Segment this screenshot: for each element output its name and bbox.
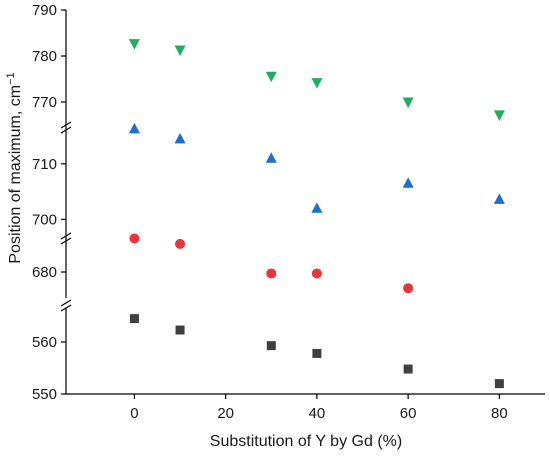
circle-point (266, 268, 277, 279)
square-point (266, 341, 276, 351)
y-tick-label: 560 (32, 334, 57, 351)
y-axis-break-mark (60, 126, 72, 134)
circle-point (403, 283, 414, 294)
circle-point (311, 268, 322, 279)
triangle-down-point (493, 110, 505, 121)
triangle-down-point (174, 45, 186, 57)
square-point (494, 379, 504, 389)
triangle-down-point (128, 39, 140, 50)
y-axis-break-mark (60, 121, 72, 129)
triangle-up-point (128, 122, 140, 134)
data-marks (128, 39, 505, 389)
y-tick-label: 550 (32, 386, 57, 403)
x-tick-label: 40 (309, 405, 326, 422)
triangle-up-point (311, 202, 323, 213)
triangle-up-point (265, 152, 277, 163)
triangle-down-point (402, 97, 414, 108)
y-axis: 550 560 680 700 710 770 780 790 (32, 2, 72, 403)
y-axis-break-mark (60, 232, 72, 240)
y-axis-break-mark (60, 304, 72, 312)
triangle-down-point (265, 71, 277, 83)
y-tick-label: 680 (32, 264, 57, 281)
square-point (403, 364, 413, 374)
y-axis-title-main: Position of maximum, cm (7, 85, 24, 264)
x-axis-title: Substitution of Y by Gd (%) (210, 433, 402, 450)
y-tick-label: 770 (32, 94, 57, 111)
y-tick-label: 790 (32, 2, 57, 19)
x-tick-label: 80 (491, 405, 508, 422)
y-axis-break-mark (60, 299, 72, 307)
triangle-up-point (493, 193, 505, 204)
triangle-down-point (311, 78, 323, 89)
triangle-up-point (402, 177, 414, 188)
y-axis-break-mark (60, 237, 72, 245)
x-tick-label: 20 (217, 405, 234, 422)
y-axis-title: Position of maximum, cm−1 (5, 72, 24, 263)
x-tick-label: 0 (130, 405, 138, 422)
square-point (129, 314, 139, 324)
y-axis-title-superscript: −1 (5, 72, 17, 85)
x-tick-label: 60 (400, 405, 417, 422)
circle-point (175, 238, 186, 249)
square-point (312, 348, 322, 358)
circle-point (129, 233, 140, 244)
y-tick-label: 710 (32, 156, 57, 173)
square-point (175, 325, 185, 335)
y-tick-label: 780 (32, 48, 57, 65)
x-axis: 0 20 40 60 80 (130, 394, 508, 422)
y-tick-label: 700 (32, 211, 57, 228)
triangle-up-point (174, 132, 186, 144)
plot-area: 550 560 680 700 710 770 780 790 0 20 40 60 80 (32, 2, 545, 422)
